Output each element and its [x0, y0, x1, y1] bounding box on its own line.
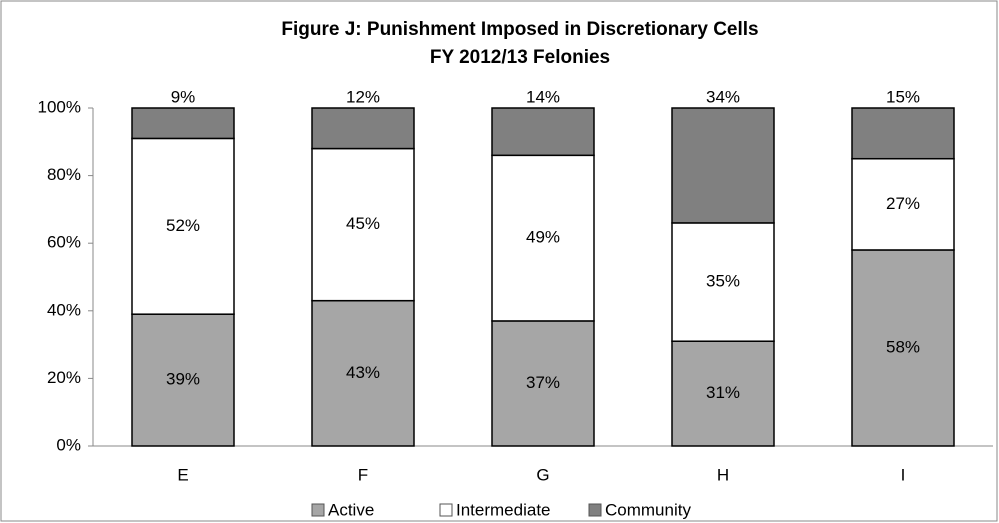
- bar-segment: [671, 107, 775, 224]
- y-tick-label: 20%: [47, 368, 81, 387]
- data-label: 45%: [346, 214, 380, 233]
- data-label: 9%: [171, 87, 196, 106]
- y-tick-label: 60%: [47, 233, 81, 252]
- y-tick-label: 80%: [47, 165, 81, 184]
- data-label: 15%: [886, 87, 920, 106]
- bar-segment: [671, 340, 775, 447]
- y-tick-label: 40%: [47, 300, 81, 319]
- bar-segment: [311, 147, 415, 302]
- x-tick-label: G: [536, 465, 549, 484]
- legend-swatch: [439, 503, 453, 517]
- legend-swatch: [311, 503, 325, 517]
- y-tick-label: 0%: [56, 435, 81, 454]
- legend-label: Intermediate: [456, 500, 551, 519]
- bar-segment: [491, 107, 595, 157]
- y-tick-label: 100%: [38, 97, 81, 116]
- data-label: 43%: [346, 363, 380, 382]
- legend-label: Community: [605, 500, 691, 519]
- data-label: 35%: [706, 272, 740, 291]
- legend-label: Active: [328, 500, 374, 519]
- bar-segment: [851, 107, 955, 160]
- chart-subtitle: FY 2012/13 Felonies: [430, 47, 610, 68]
- bar-segment: [311, 107, 415, 150]
- x-tick-label: F: [358, 465, 368, 484]
- data-label: 37%: [526, 373, 560, 392]
- data-label: 49%: [526, 228, 560, 247]
- bar-segment: [851, 157, 955, 251]
- bar-segment: [131, 137, 235, 315]
- x-tick-label: H: [717, 465, 729, 484]
- data-label: 39%: [166, 370, 200, 389]
- bar-segment: [131, 107, 235, 140]
- data-label: 12%: [346, 87, 380, 106]
- data-label: 14%: [526, 87, 560, 106]
- chart-title: Figure J: Punishment Imposed in Discreti…: [281, 19, 758, 40]
- bar-segment: [311, 299, 415, 447]
- x-tick-label: E: [177, 465, 188, 484]
- data-label: 31%: [706, 383, 740, 402]
- data-label: 58%: [886, 337, 920, 356]
- legend-swatch: [588, 503, 602, 517]
- x-tick-label: I: [901, 465, 906, 484]
- bar-segment: [671, 222, 775, 342]
- bar-segment: [851, 249, 955, 447]
- data-label: 52%: [166, 216, 200, 235]
- data-label: 34%: [706, 87, 740, 106]
- bar-segment: [131, 313, 235, 447]
- data-label: 27%: [886, 194, 920, 213]
